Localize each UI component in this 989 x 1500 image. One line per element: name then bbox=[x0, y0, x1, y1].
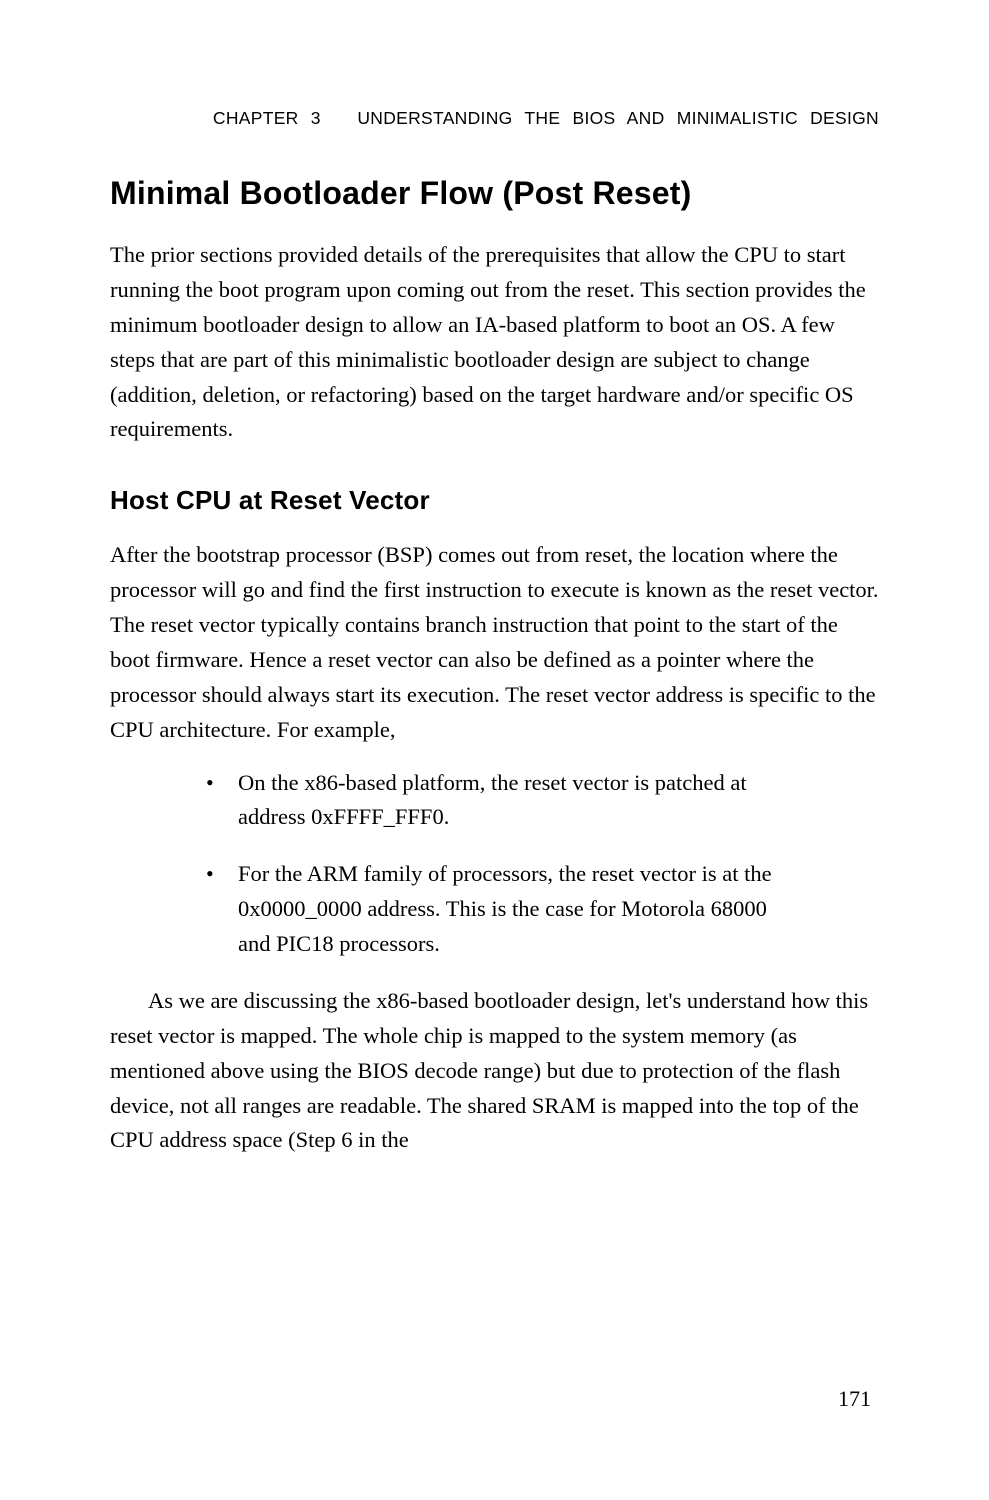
bullet-icon: • bbox=[206, 766, 214, 800]
bullet-icon: • bbox=[206, 857, 214, 891]
subsection-heading-h2: Host CPU at Reset Vector bbox=[110, 485, 879, 516]
section-paragraph: After the bootstrap processor (BSP) come… bbox=[110, 538, 879, 747]
chapter-title: UNDERSTANDING THE BIOS AND MINIMALISTIC … bbox=[357, 108, 879, 128]
list-item-text: For the ARM family of processors, the re… bbox=[238, 861, 772, 956]
chapter-label: CHAPTER 3 bbox=[213, 108, 321, 128]
page-number: 171 bbox=[838, 1386, 871, 1412]
page: CHAPTER 3 UNDERSTANDING THE BIOS AND MIN… bbox=[0, 0, 989, 1500]
bullet-list: • On the x86-based platform, the reset v… bbox=[110, 766, 879, 962]
closing-paragraph: As we are discussing the x86-based bootl… bbox=[110, 984, 879, 1158]
list-item-text: On the x86-based platform, the reset vec… bbox=[238, 770, 747, 830]
intro-paragraph: The prior sections provided details of t… bbox=[110, 238, 879, 447]
list-item: • For the ARM family of processors, the … bbox=[110, 857, 879, 962]
section-heading-h1: Minimal Bootloader Flow (Post Reset) bbox=[110, 175, 879, 212]
running-header: CHAPTER 3 UNDERSTANDING THE BIOS AND MIN… bbox=[110, 108, 879, 129]
list-item: • On the x86-based platform, the reset v… bbox=[110, 766, 879, 836]
